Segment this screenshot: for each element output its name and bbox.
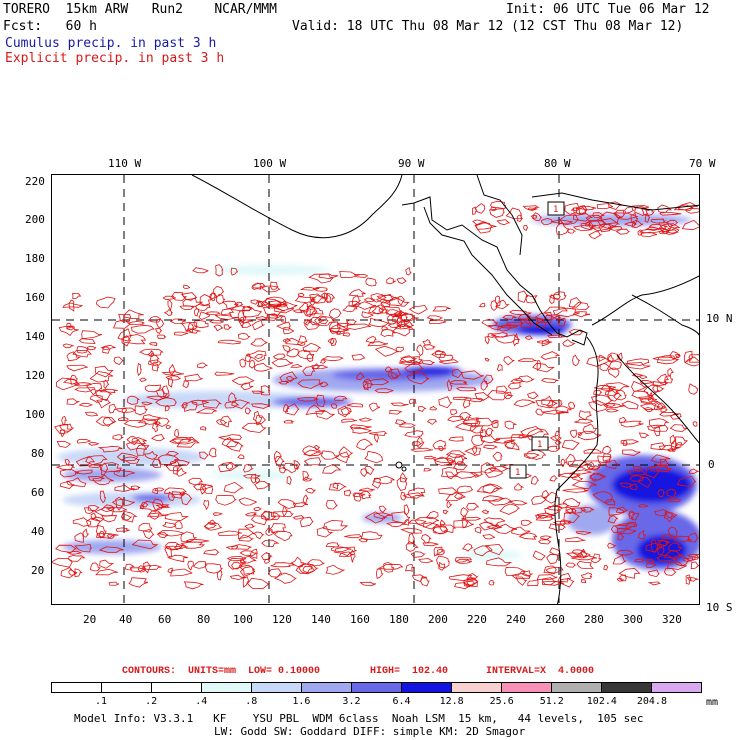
colorbar-label: 3.2	[342, 696, 361, 707]
y-tick: 60	[31, 486, 45, 499]
contour-units-info: CONTOURS: UNITS=mm LOW= 0.10000	[122, 666, 321, 677]
x-tick: 100	[233, 613, 253, 626]
lon-label-90w: 90 W	[398, 157, 425, 170]
lon-label-100w: 100 W	[253, 157, 287, 170]
colorbar-segment	[152, 683, 202, 692]
y-tick: 160	[25, 291, 45, 304]
colorbar-label: .4	[195, 696, 208, 707]
x-tick: 180	[389, 613, 409, 626]
colorbar-segment	[552, 683, 602, 692]
lat-label-10s: 10 S	[706, 601, 733, 614]
colorbar-segment	[252, 683, 302, 692]
colorbar-label: 12.8	[439, 696, 464, 707]
y-tick: 100	[25, 408, 45, 421]
x-tick: 120	[272, 613, 292, 626]
colorbar-segment	[102, 683, 152, 692]
x-tick: 300	[623, 613, 643, 626]
x-tick: 60	[158, 613, 172, 626]
y-tick: 220	[25, 175, 45, 188]
cumulus-field-label: Cumulus precip. in past 3 h	[5, 36, 217, 51]
explicit-field-label: Explicit precip. in past 3 h	[5, 51, 225, 66]
colorbar-segment	[302, 683, 352, 692]
lat-label-0: 0	[708, 458, 715, 471]
x-tick: 220	[467, 613, 487, 626]
y-tick: 40	[31, 525, 45, 538]
model-info-line2: LW: Godd SW: Goddard DIFF: simple KM: 2D…	[214, 725, 526, 738]
y-tick: 20	[31, 564, 45, 577]
colorbar-segment	[602, 683, 652, 692]
colorbar-segment	[502, 683, 552, 692]
box-label: 1	[515, 468, 520, 478]
cumulus-precip-shading	[57, 214, 699, 570]
colorbar-segment	[52, 683, 102, 692]
valid-time: Valid: 18 UTC Thu 08 Mar 12 (12 CST Thu …	[292, 19, 684, 34]
x-tick: 200	[428, 613, 448, 626]
lon-label-110w: 110 W	[108, 157, 142, 170]
contour-high-info: HIGH= 102.40	[370, 666, 449, 677]
y-tick: 80	[31, 447, 45, 460]
x-tick: 140	[311, 613, 331, 626]
colorbar-segment	[352, 683, 402, 692]
colorbar-segment	[402, 683, 452, 692]
colorbar-label: .2	[145, 696, 158, 707]
colorbar-label: 102.4	[586, 696, 617, 707]
x-tick: 320	[662, 613, 682, 626]
colorbar-segment	[452, 683, 502, 692]
y-tick: 200	[25, 213, 45, 226]
init-time: Init: 06 UTC Tue 06 Mar 12	[506, 2, 710, 17]
explicit-precip-contours	[52, 200, 699, 590]
coastline	[191, 175, 699, 604]
contour-interval-info: INTERVAL=X 4.0000	[486, 666, 595, 677]
colorbar-unit: mm	[706, 697, 719, 708]
box-label: 1	[537, 440, 542, 450]
lon-label-70w: 70 W	[689, 157, 716, 170]
colorbar-segment	[652, 683, 701, 692]
colorbar-label: .1	[95, 696, 108, 707]
x-tick: 240	[506, 613, 526, 626]
map-canvas: 1 1 1	[52, 175, 699, 604]
x-tick: 80	[197, 613, 211, 626]
model-title: TORERO 15km ARW Run2 NCAR/MMM	[3, 2, 277, 17]
forecast-hour: Fcst: 60 h	[3, 19, 97, 34]
x-tick: 40	[119, 613, 133, 626]
colorbar-label: .8	[245, 696, 258, 707]
precipitation-map: 1 1 1	[51, 174, 700, 605]
colorbar-label: 25.6	[489, 696, 514, 707]
colorbar-label: 204.8	[636, 696, 667, 707]
contour-label-boxes: 1 1 1	[509, 201, 565, 479]
x-tick: 20	[83, 613, 97, 626]
colorbar-label: 51.2	[539, 696, 564, 707]
precip-colorbar	[51, 682, 702, 693]
y-tick: 180	[25, 252, 45, 265]
x-tick: 260	[545, 613, 565, 626]
y-tick: 140	[25, 330, 45, 343]
model-info-line1: Model Info: V3.3.1 KF YSU PBL WDM 6class…	[74, 712, 644, 725]
lat-label-10n: 10 N	[706, 312, 733, 325]
x-tick: 280	[584, 613, 604, 626]
lon-label-80w: 80 W	[544, 157, 571, 170]
y-tick: 120	[25, 369, 45, 382]
x-tick: 160	[350, 613, 370, 626]
colorbar-segment	[202, 683, 252, 692]
box-label: 1	[553, 205, 558, 215]
colorbar-label: 6.4	[392, 696, 411, 707]
colorbar-label: 1.6	[292, 696, 311, 707]
